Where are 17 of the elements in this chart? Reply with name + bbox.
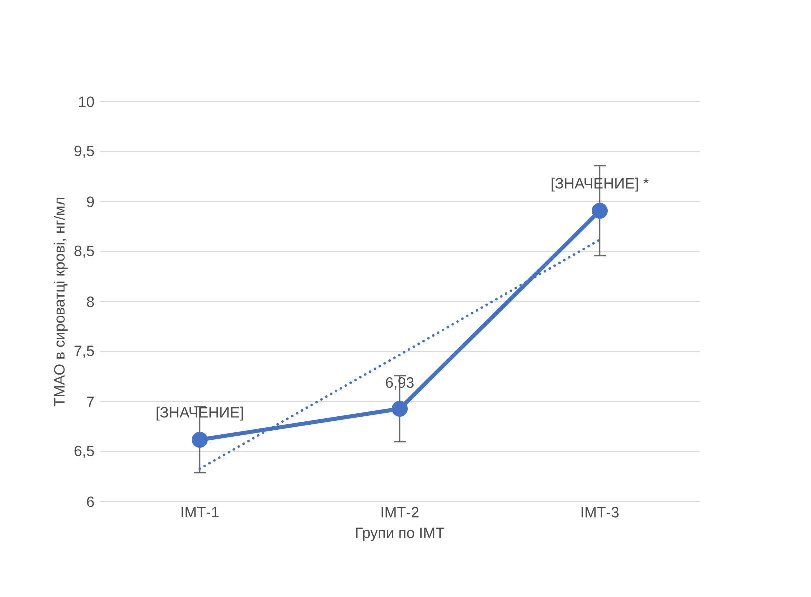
x-tick-label: ІМТ-2 (382, 507, 419, 518)
y-tick-label: 8,5 (74, 246, 94, 258)
y-tick-label: 8 (87, 296, 94, 308)
y-tick-label: 9,5 (74, 146, 94, 158)
y-tick-label: 10 (79, 96, 94, 108)
x-axis-title: Групи по ІМТ (356, 528, 445, 542)
x-tick-label: ІМТ-1 (182, 507, 219, 518)
y-axis-title: ТМАО в сироватці крові, нг/мл (54, 198, 68, 407)
point (192, 432, 208, 448)
y-tick-label: 7,5 (74, 346, 94, 358)
y-tick-label: 6 (87, 496, 94, 508)
x-tick-label: ІМТ-3 (582, 507, 619, 518)
y-tick-label: 6,5 (74, 446, 94, 458)
point (592, 203, 608, 219)
y-tick-label: 7 (87, 396, 94, 408)
point (392, 401, 408, 417)
y-tick-label: 9 (87, 196, 94, 208)
